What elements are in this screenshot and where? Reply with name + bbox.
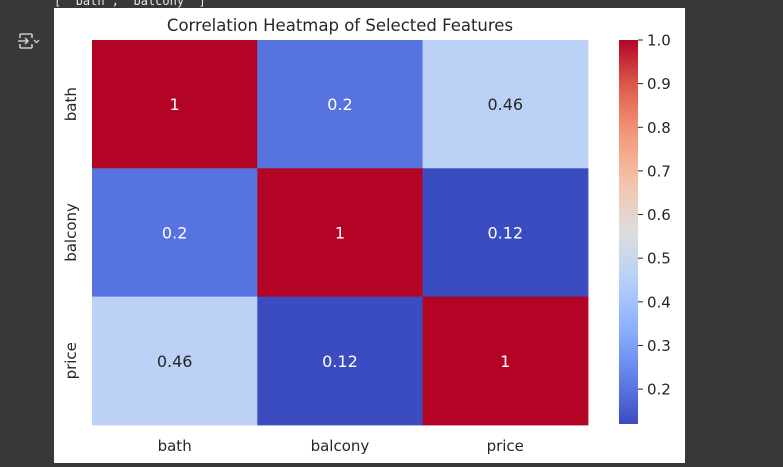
cell-annotation-bath-balcony: 0.2: [327, 95, 352, 114]
colorbar-tick-label-0.7: 0.7: [647, 162, 671, 180]
heatmap-cell-balcony-bath: [92, 168, 258, 298]
colorbar-tick-label-0.9: 0.9: [647, 75, 671, 93]
heatmap-cell-price-price: [422, 296, 589, 426]
colorbar-tick-label-0.3: 0.3: [647, 337, 671, 355]
row-label-bath: bath: [62, 87, 80, 121]
cell-annotation-price-bath: 0.46: [157, 352, 193, 371]
previous-output-text: [ 'bath', 'balcony' ]: [54, 0, 206, 8]
heatmap-figure: Correlation Heatmap of Selected Features…: [54, 8, 685, 463]
column-label-balcony: balcony: [311, 437, 370, 455]
heatmap-cell-bath-bath: [92, 40, 258, 169]
row-label-price: price: [62, 342, 80, 379]
chart-title: Correlation Heatmap of Selected Features: [166, 16, 514, 35]
heatmap-cell-balcony-price: [422, 168, 589, 298]
cell-annotation-bath-bath: 1: [170, 95, 180, 114]
colorbar-tick-label-1.0: 1.0: [647, 32, 671, 50]
heatmap-cell-price-balcony: [257, 296, 424, 426]
colorbar: [619, 40, 638, 424]
cell-annotation-price-price: 1: [500, 352, 510, 371]
cell-annotation-price-balcony: 0.12: [322, 352, 358, 371]
colorbar-tick-label-0.5: 0.5: [647, 250, 671, 268]
heatmap-cell-price-bath: [92, 296, 258, 426]
heatmap-cell-bath-balcony: [257, 40, 424, 169]
heatmap-cell-balcony-balcony: [257, 168, 424, 298]
heatmap-chart: 1 0.2 0.46 0.2 1 0.12 0.46 0.12 1 bath balcony pri…: [62, 32, 671, 456]
output-toggle-icon[interactable]: [16, 30, 42, 52]
colorbar-tick-label-0.4: 0.4: [647, 293, 671, 311]
row-label-balcony: balcony: [62, 203, 80, 262]
cell-annotation-balcony-balcony: 1: [335, 223, 345, 242]
cell-annotation-balcony-price: 0.12: [487, 223, 523, 242]
heatmap-cell-bath-price: [422, 40, 589, 169]
colorbar-tick-label-0.2: 0.2: [647, 381, 671, 399]
cell-annotation-bath-price: 0.46: [487, 95, 523, 114]
colorbar-tick-label-0.8: 0.8: [647, 119, 671, 137]
column-label-bath: bath: [158, 437, 192, 455]
cell-annotation-balcony-bath: 0.2: [162, 223, 187, 242]
column-label-price: price: [487, 437, 524, 455]
colorbar-tick-label-0.6: 0.6: [647, 206, 671, 224]
